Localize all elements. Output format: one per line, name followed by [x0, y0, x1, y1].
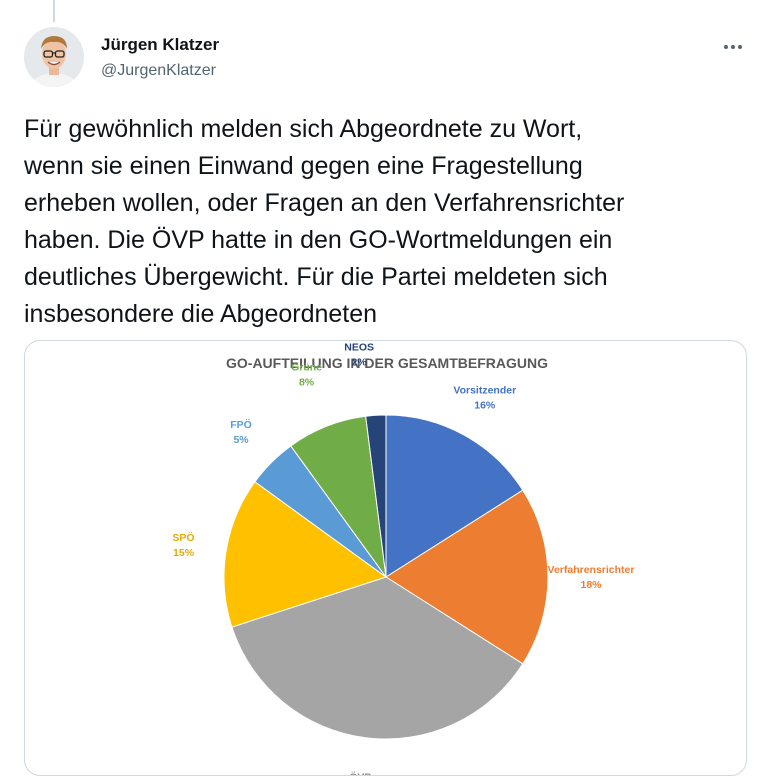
pie-slices: [223, 414, 549, 740]
pie-label-neos: NEOS: [344, 341, 374, 353]
more-horizontal-icon: [724, 45, 742, 49]
author-handle[interactable]: @JurgenKlatzer: [101, 62, 216, 79]
pie-slice-verfahrensrichter: [385, 489, 549, 665]
pie-value-label-verfahrensrichter: 18%: [580, 579, 602, 591]
more-icon[interactable]: [719, 33, 747, 61]
tweet-media-chart[interactable]: GO-AUFTEILUNG IN DER GESAMTBEFRAGUNG Vor…: [24, 340, 747, 776]
avatar-image: [24, 27, 84, 87]
thread-connector-line: [53, 0, 55, 22]
pie-slice-spö: [223, 481, 388, 628]
tweet-text: Für gewöhnlich melden sich Abgeordnete z…: [24, 115, 625, 328]
pie-slice-övp: [231, 576, 524, 740]
pie-value-label-vorsitzender: 16%: [474, 399, 496, 411]
pie-value-label-spö: 15%: [173, 547, 195, 559]
pie-label-fpö: FPÖ: [230, 418, 252, 431]
pie-label-grüne: Grüne: [291, 361, 322, 373]
pie-slice-neos: [365, 414, 387, 578]
pie-label-verfahrensrichter: Verfahrensrichter: [548, 564, 635, 576]
pie-label-övp: ÖVP: [349, 770, 371, 775]
pie-chart: GO-AUFTEILUNG IN DER GESAMTBEFRAGUNG Vor…: [172, 341, 634, 775]
chart-title: GO-AUFTEILUNG IN DER GESAMTBEFRAGUNG: [226, 355, 548, 371]
pie-labels: Vorsitzender16%Verfahrensrichter18%ÖVP36…: [172, 341, 634, 775]
pie-value-label-fpö: 5%: [233, 434, 249, 446]
avatar[interactable]: [24, 27, 84, 87]
pie-value-label-neos: 2%: [352, 356, 368, 368]
author-name[interactable]: Jürgen Klatzer: [101, 35, 220, 54]
pie-label-spö: SPÖ: [172, 531, 194, 544]
tweet-header: Jürgen Klatzer @JurgenKlatzer: [24, 27, 747, 91]
pie-slice-vorsitzender: [385, 414, 524, 578]
pie-label-vorsitzender: Vorsitzender: [453, 384, 516, 396]
pie-value-label-grüne: 8%: [299, 376, 315, 388]
